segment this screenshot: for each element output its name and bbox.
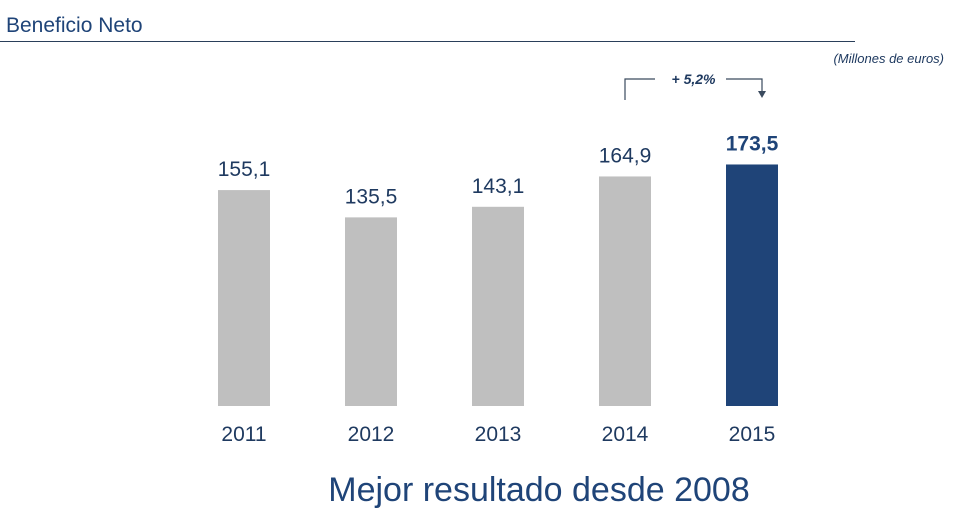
data-label-2015: 173,5 [726, 132, 779, 155]
x-tick-2012: 2012 [348, 423, 395, 446]
data-label-2014: 164,9 [599, 144, 652, 167]
growth-arrow-icon [758, 91, 766, 98]
title-underline [0, 41, 855, 42]
growth-annotation: + 5,2% [672, 71, 717, 87]
bar-2015 [726, 164, 778, 406]
data-label-2013: 143,1 [472, 175, 525, 198]
x-tick-2011: 2011 [221, 423, 266, 446]
chart-subtitle: Mejor resultado desde 2008 [328, 471, 750, 509]
data-label-2012: 135,5 [345, 185, 398, 208]
bar-2014 [599, 176, 651, 406]
growth-bracket-left [624, 78, 655, 100]
bar-2013 [472, 206, 524, 406]
units-label: (Millones de euros) [833, 51, 944, 66]
growth-bracket-right [726, 78, 763, 92]
x-tick-2015: 2015 [729, 423, 776, 446]
data-label-2011: 155,1 [218, 158, 271, 181]
bar-2012 [345, 217, 397, 406]
x-tick-2013: 2013 [475, 423, 522, 446]
x-tick-2014: 2014 [602, 423, 649, 446]
chart-title: Beneficio Neto [6, 14, 143, 37]
bar-2011 [218, 190, 270, 406]
